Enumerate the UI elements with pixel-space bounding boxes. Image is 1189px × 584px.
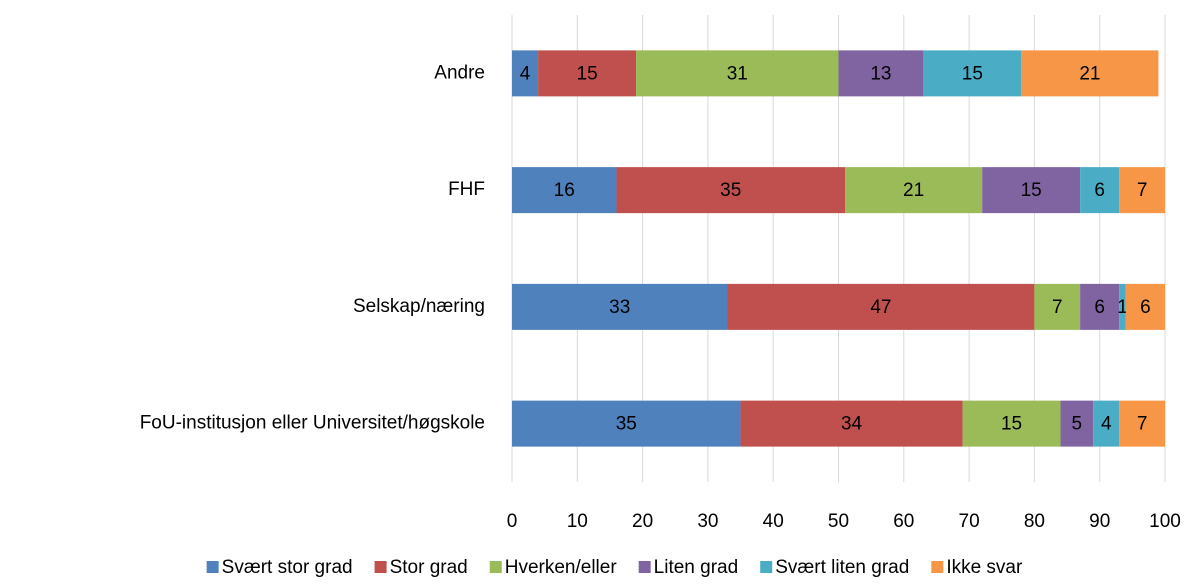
bar-segment (616, 167, 846, 214)
data-label: 15 (1001, 414, 1022, 435)
data-label: 7 (1137, 414, 1148, 435)
bar-segment (512, 50, 539, 97)
legend-swatch (760, 561, 773, 573)
y-tick-label: FHF (448, 179, 485, 200)
data-label: 4 (520, 63, 531, 84)
x-tick-label: 70 (959, 511, 980, 532)
legend-swatch (931, 561, 944, 573)
bar-segment (982, 167, 1081, 214)
data-label: 34 (841, 414, 863, 435)
bar-segment (1119, 283, 1126, 330)
y-tick-label: Andre (434, 62, 485, 83)
bar-segment (962, 400, 1061, 447)
x-tick-label: 90 (1089, 511, 1110, 532)
legend-swatch (638, 561, 651, 573)
data-label: 7 (1137, 180, 1148, 201)
data-label: 47 (870, 297, 891, 318)
data-label: 21 (1079, 63, 1100, 84)
legend-label: Svært stor grad (222, 557, 353, 578)
data-label: 15 (962, 63, 983, 84)
bar-segment (1093, 400, 1120, 447)
data-label: 4 (1101, 414, 1112, 435)
bar-segment (1060, 400, 1094, 447)
bar-segment (923, 50, 1022, 97)
data-label: 5 (1072, 414, 1083, 435)
bar-segment (512, 400, 741, 447)
legend-label: Stor grad (390, 557, 468, 578)
data-label: 33 (609, 297, 630, 318)
data-label: 16 (554, 180, 575, 201)
bar-segment (1125, 283, 1165, 330)
bar-segment (512, 167, 617, 214)
bar-segment (636, 50, 839, 97)
data-label: 35 (720, 180, 741, 201)
legend-swatch (374, 561, 387, 573)
data-label: 6 (1140, 297, 1151, 318)
data-label: 35 (616, 414, 637, 435)
bar-segment (727, 283, 1035, 330)
legend-label: Liten grad (654, 557, 739, 578)
data-label: 13 (870, 63, 891, 84)
legend-label: Ikke svar (946, 557, 1023, 578)
data-label: 6 (1094, 180, 1105, 201)
legend-swatch (206, 561, 219, 573)
x-tick-label: 60 (893, 511, 914, 532)
x-tick-label: 100 (1149, 511, 1181, 532)
data-label: 15 (1021, 180, 1042, 201)
data-label: 7 (1052, 297, 1063, 318)
x-tick-label: 0 (507, 511, 518, 532)
data-label: 21 (903, 180, 924, 201)
bar-segment (1021, 50, 1159, 97)
data-label: 1 (1117, 297, 1128, 318)
y-tick-label: Selskap/næring (353, 296, 485, 317)
bar-segment (512, 283, 728, 330)
x-tick-label: 50 (828, 511, 849, 532)
bar-segment (1080, 167, 1120, 214)
bar-segment (740, 400, 963, 447)
bar-segment (538, 50, 637, 97)
bar-segment (1119, 167, 1165, 214)
x-tick-label: 40 (763, 511, 784, 532)
data-label: 15 (577, 63, 598, 84)
data-label: 6 (1094, 297, 1105, 318)
bar-segment (1119, 400, 1165, 447)
bar-segment (845, 167, 983, 214)
bar-segment (1080, 283, 1120, 330)
data-label: 31 (727, 63, 748, 84)
legend-label: Hverken/eller (505, 557, 618, 578)
bar-segment (1034, 283, 1081, 330)
x-tick-label: 80 (1024, 511, 1045, 532)
x-tick-label: 20 (632, 511, 653, 532)
x-tick-label: 10 (567, 511, 588, 532)
legend-label: Svært liten grad (775, 557, 909, 578)
bar-segment (838, 50, 924, 97)
legend-swatch (489, 561, 502, 573)
y-tick-label: FoU-institusjon eller Universitet/høgsko… (140, 413, 485, 434)
x-tick-label: 30 (697, 511, 718, 532)
